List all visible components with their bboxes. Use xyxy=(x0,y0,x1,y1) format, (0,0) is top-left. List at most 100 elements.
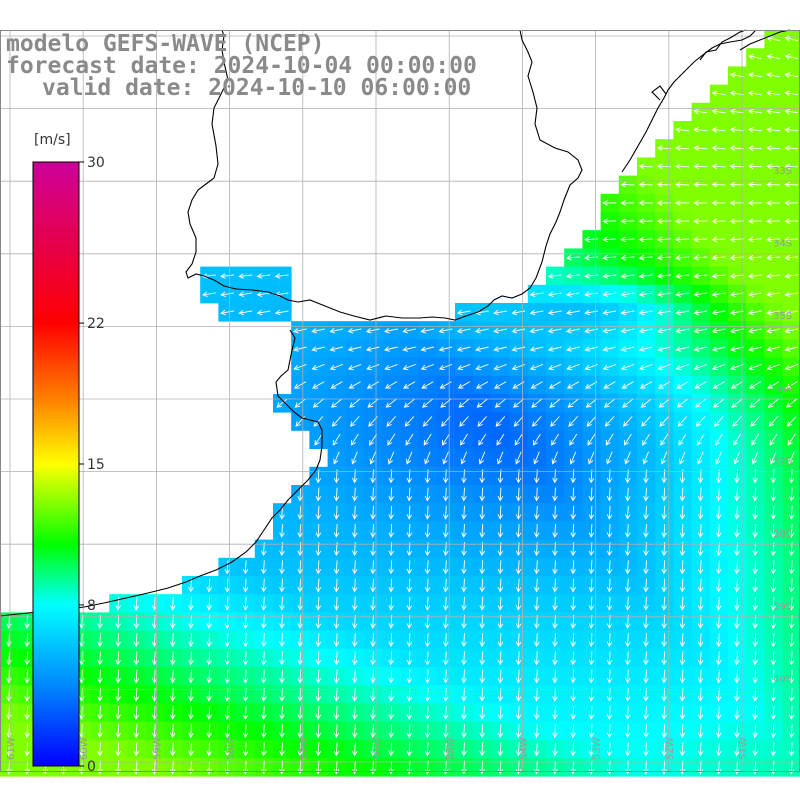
wind-arrow xyxy=(565,273,580,279)
wind-arrow xyxy=(329,346,344,352)
lat-label: 34S xyxy=(773,239,792,250)
wind-arrow xyxy=(460,433,468,446)
wind-arrow xyxy=(479,724,485,739)
wind-arrow xyxy=(406,742,413,757)
wind-arrow xyxy=(424,651,431,666)
wind-arrow xyxy=(224,687,231,702)
wind-arrow xyxy=(256,273,271,279)
wind-arrow xyxy=(747,291,762,298)
wind-arrow xyxy=(533,687,540,702)
wind-arrow xyxy=(388,633,394,648)
wind-arrow xyxy=(711,363,726,371)
wind-arrow xyxy=(766,54,780,60)
lon-label: 57W xyxy=(299,737,310,760)
wind-arrow xyxy=(347,328,362,334)
wind-arrow xyxy=(315,687,322,702)
wind-arrow xyxy=(442,705,449,720)
wind-arrow xyxy=(294,398,306,408)
wind-arrow xyxy=(493,346,507,352)
wind-arrow xyxy=(479,578,485,593)
wind-arrow xyxy=(279,705,285,720)
wind-arrow xyxy=(351,742,358,757)
wind-arrow xyxy=(620,346,635,352)
wind-arrow xyxy=(624,651,631,666)
wind-arrow xyxy=(479,560,485,575)
wind-arrow xyxy=(552,687,558,702)
wind-arrow xyxy=(547,346,562,352)
wind-arrow xyxy=(770,742,777,757)
wind-arrow xyxy=(478,451,486,465)
wind-arrow xyxy=(606,596,613,611)
wind-arrow xyxy=(330,398,342,408)
wind-arrow xyxy=(97,651,103,666)
wind-arrow xyxy=(784,181,799,188)
wind-arrow xyxy=(569,433,578,446)
wind-arrow xyxy=(461,724,467,739)
wind-arrow xyxy=(729,127,744,133)
wind-arrow xyxy=(479,651,485,666)
wind-arrow xyxy=(770,651,777,666)
wind-arrow xyxy=(679,523,686,538)
wind-arrow xyxy=(388,505,394,520)
wind-arrow xyxy=(552,487,558,502)
wind-arrow xyxy=(752,651,758,666)
lon-label: 53W xyxy=(592,737,603,760)
wind-arrow xyxy=(784,54,799,60)
wind-arrow xyxy=(767,381,780,389)
wind-arrow xyxy=(551,451,559,465)
wind-arrow xyxy=(642,451,650,465)
wind-arrow xyxy=(602,363,616,371)
wind-arrow xyxy=(679,633,686,648)
wind-arrow xyxy=(788,687,795,702)
wind-arrow xyxy=(588,505,595,520)
wind-arrow xyxy=(333,596,340,611)
wind-arrow xyxy=(169,742,176,757)
wind-arrow xyxy=(570,523,576,538)
wind-arrow xyxy=(766,236,781,243)
wind-arrow xyxy=(531,398,543,408)
wind-arrow xyxy=(713,398,725,408)
wind-arrow xyxy=(748,363,762,371)
wind-arrow xyxy=(6,669,12,684)
wind-arrow xyxy=(404,416,415,427)
wind-arrow xyxy=(388,596,394,611)
wind-arrow xyxy=(729,181,744,188)
wind-arrow xyxy=(679,742,686,757)
wind-arrow xyxy=(315,669,322,684)
wind-arrow xyxy=(697,724,704,739)
wind-arrow xyxy=(729,236,744,243)
wind-arrow xyxy=(770,578,777,593)
wind-arrow xyxy=(715,669,722,684)
wind-arrow xyxy=(6,633,12,648)
wind-arrow xyxy=(697,523,704,538)
wind-arrow xyxy=(515,633,522,648)
wind-arrow xyxy=(602,200,617,206)
wind-arrow xyxy=(370,596,376,611)
wind-arrow xyxy=(624,505,631,520)
wind-arrow xyxy=(279,651,285,666)
wind-arrow xyxy=(643,651,649,666)
wind-arrow xyxy=(751,433,760,446)
wind-arrow xyxy=(752,596,758,611)
wind-arrow xyxy=(602,218,617,225)
wind-arrow xyxy=(568,416,578,427)
wind-arrow xyxy=(784,309,799,316)
wind-arrow xyxy=(242,560,249,575)
wind-arrow xyxy=(115,633,121,648)
wind-arrow xyxy=(675,254,690,261)
wind-arrow xyxy=(729,273,744,279)
wind-arrow xyxy=(624,487,631,502)
wind-arrow xyxy=(224,724,231,739)
wind-arrow xyxy=(588,451,595,465)
wind-arrow xyxy=(515,487,522,502)
wind-arrow xyxy=(133,724,140,739)
wind-arrow xyxy=(697,596,704,611)
wind-arrow xyxy=(606,705,613,720)
wind-arrow xyxy=(133,687,140,702)
wind-arrow xyxy=(461,596,467,611)
wind-arrow xyxy=(552,523,558,538)
wind-arrow xyxy=(697,451,704,465)
wind-arrow xyxy=(770,451,777,465)
wind-arrow xyxy=(220,273,235,279)
wind-arrow xyxy=(679,669,686,684)
